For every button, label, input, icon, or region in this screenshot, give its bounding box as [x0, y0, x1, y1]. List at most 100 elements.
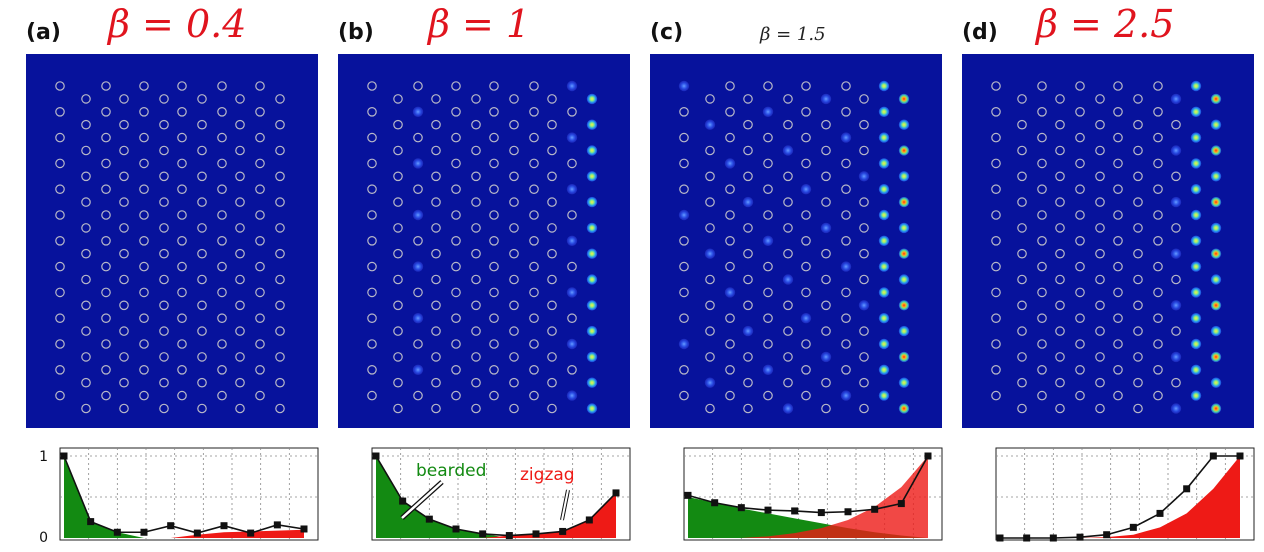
lattice-site-glow: [762, 235, 774, 246]
lattice-site: [471, 403, 481, 414]
lattice-site: [139, 390, 149, 401]
lattice-site: [1037, 81, 1047, 91]
lattice-site: [991, 236, 1001, 246]
lattice-site: [139, 158, 149, 169]
lattice-site: [177, 210, 187, 220]
lattice-site: [275, 223, 285, 233]
lattice-site-glow: [566, 338, 578, 350]
lattice-site: [763, 287, 773, 298]
lattice-site: [991, 106, 1001, 117]
profile-marker: [684, 491, 692, 499]
lattice-site-glow: [1210, 93, 1222, 105]
lattice-site: [471, 352, 481, 362]
lattice-site: [801, 390, 811, 401]
lattice-site-glow: [878, 364, 890, 375]
lattice-site: [393, 403, 403, 414]
lattice-site: [547, 377, 557, 388]
lattice-site: [451, 287, 461, 298]
lattice-site: [101, 132, 111, 143]
lattice-site: [431, 326, 441, 336]
lattice-site-glow: [898, 351, 910, 363]
lattice-site: [1133, 274, 1143, 285]
profile-marker: [87, 518, 95, 526]
lattice-site: [1037, 236, 1047, 246]
bearded-pointer: [401, 481, 443, 519]
panel-label: (a): [26, 20, 61, 45]
lattice-site: [705, 171, 715, 182]
lattice-site: [1075, 313, 1085, 323]
lattice-site: [1055, 223, 1065, 233]
lattice-site: [763, 390, 773, 401]
profile-marker: [425, 515, 433, 523]
lattice-site: [451, 81, 461, 91]
lattice-site: [393, 145, 403, 156]
lattice-site-glow: [1210, 325, 1222, 337]
lattice-site: [217, 287, 227, 298]
lattice-site: [801, 287, 811, 298]
lattice-site-glow: [586, 403, 598, 414]
lattice-site: [431, 403, 441, 414]
lattice-intensity-map: [962, 54, 1254, 428]
lattice-site: [841, 313, 851, 323]
lattice-site: [679, 106, 689, 117]
lattice-site: [1017, 94, 1027, 104]
lattice-site: [81, 377, 91, 388]
lattice-site-glow: [898, 145, 910, 156]
lattice-site: [509, 145, 519, 156]
lattice-site: [413, 339, 423, 349]
lattice-site: [367, 339, 377, 349]
lattice-site: [783, 197, 793, 207]
lattice-site: [471, 300, 481, 311]
lattice-site-glow: [412, 209, 424, 221]
lattice-intensity-map: [26, 54, 318, 428]
lattice-site-glow: [566, 235, 578, 246]
lattice-site: [367, 313, 377, 323]
lattice-site-glow: [800, 313, 812, 324]
lattice-site: [1075, 184, 1085, 194]
lattice-site: [393, 94, 403, 104]
lattice-site-glow: [1210, 248, 1222, 259]
lattice-site: [801, 132, 811, 143]
lattice-site: [1095, 326, 1105, 336]
profile-marker: [113, 528, 121, 536]
lattice-site: [783, 377, 793, 388]
lattice-site: [489, 236, 499, 246]
lattice-site: [1133, 377, 1143, 388]
lattice-site: [509, 171, 519, 182]
lattice-site: [1075, 236, 1085, 246]
lattice-site: [1055, 403, 1065, 414]
lattice-site: [1055, 377, 1065, 388]
lattice-site: [529, 210, 539, 220]
lattice-site: [235, 248, 245, 259]
lattice-site: [413, 184, 423, 194]
lattice-site: [235, 300, 245, 311]
lattice-site: [367, 236, 377, 246]
lattice-site: [217, 390, 227, 401]
lattice-site: [393, 248, 403, 259]
lattice-site: [1153, 184, 1163, 194]
lattice-site-glow: [1190, 132, 1202, 143]
lattice-site: [101, 236, 111, 246]
lattice-site: [159, 248, 169, 259]
profile-marker: [300, 525, 308, 533]
lattice-site: [529, 81, 539, 91]
lattice-site: [217, 364, 227, 375]
lattice-site: [1075, 210, 1085, 220]
lattice-site: [547, 274, 557, 285]
lattice-site: [235, 403, 245, 414]
lattice-site: [1171, 326, 1181, 336]
lattice-site: [101, 364, 111, 375]
lattice-site: [705, 326, 715, 336]
lattice-site: [81, 403, 91, 414]
lattice-site: [139, 261, 149, 272]
lattice-site: [119, 197, 129, 207]
lattice-site: [1153, 210, 1163, 220]
lattice-site-glow: [898, 300, 910, 311]
lattice-site: [725, 390, 735, 401]
lattice-site-glow: [1170, 300, 1182, 311]
lattice-site: [367, 81, 377, 91]
lattice-site: [1055, 326, 1065, 336]
lattice-site: [197, 171, 207, 182]
lattice-site: [705, 403, 715, 414]
lattice-site-glow: [586, 325, 598, 337]
